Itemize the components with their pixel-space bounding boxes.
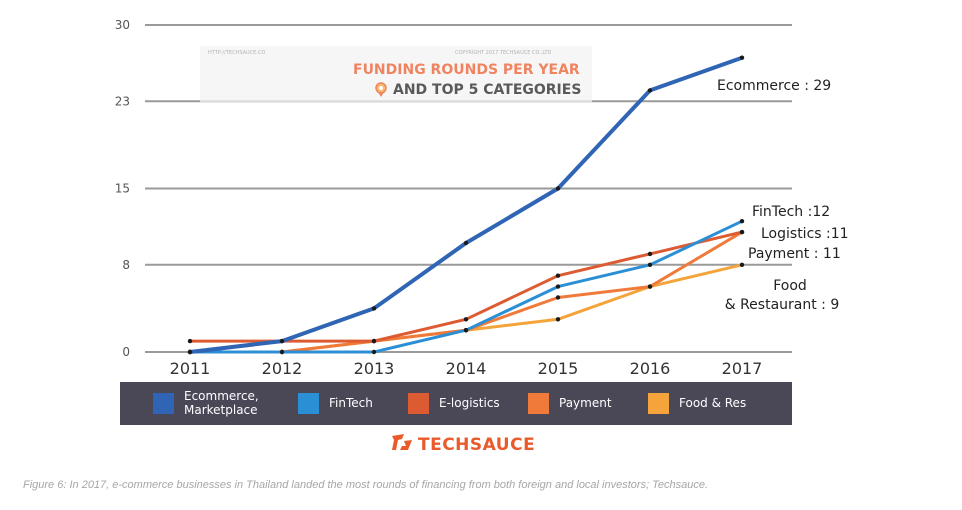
data-point (739, 229, 745, 235)
legend: Ecommerce, Marketplace FinTech E-logistics… (120, 382, 792, 425)
x-tick-label: 2017 (722, 359, 763, 378)
data-point (647, 251, 653, 257)
data-point (187, 338, 193, 344)
x-tick-label: 2012 (262, 359, 303, 378)
y-tick-label: 8 (122, 258, 130, 272)
annotation-line: FinTech :12 (752, 204, 830, 220)
data-point (463, 240, 469, 246)
series-line (188, 230, 744, 343)
data-point (739, 219, 745, 224)
chart-inset-title-box: HTTP://TECHSAUCE.CO COPYRIGHT 2017 TECHS… (200, 46, 592, 102)
data-point (555, 317, 561, 322)
data-point (279, 349, 285, 355)
location-pin-icon (374, 82, 388, 103)
line-chart: 0 8 15 23 30 2011 2012 2013 2014 2015 2016 2017 Ecom… (115, 18, 849, 378)
brand-name: TECHSAUCE (418, 434, 536, 455)
series-annotation: Food & Restaurant : 9 (725, 278, 840, 313)
inset-copyright-text: COPYRIGHT 2017 TECHSAUCE CO.,LTD (455, 50, 552, 56)
legend-label: FinTech (329, 395, 373, 410)
series-line (188, 263, 744, 354)
chart-title: FUNDING ROUNDS PER YEAR (353, 62, 580, 78)
data-point (555, 186, 561, 191)
figure-caption: Figure 6: In 2017, e-commerce businesses… (23, 479, 709, 491)
legend-label: Food & Res (679, 395, 747, 410)
data-point (187, 349, 193, 355)
data-point (279, 338, 285, 344)
data-point (463, 317, 469, 322)
series-line (188, 230, 744, 354)
legend-label: Payment (559, 395, 612, 410)
legend-item: Food & Res (648, 382, 746, 425)
annotation-line: & Restaurant : 9 (725, 297, 840, 313)
x-tick-label: 2014 (446, 359, 487, 378)
techsauce-logo-icon (390, 432, 414, 457)
legend-label: Ecommerce, Marketplace (184, 388, 259, 417)
legend-item: Payment (528, 382, 612, 425)
series-annotation: Logistics :11 (761, 226, 849, 242)
inset-url-text: HTTP://TECHSAUCE.CO (208, 50, 266, 56)
data-point (647, 284, 653, 289)
legend-item: Ecommerce, Marketplace (153, 382, 259, 425)
annotation-line: Food (773, 278, 807, 294)
series-annotation: Payment : 11 (748, 246, 841, 262)
legend-item: E-logistics (408, 382, 500, 425)
series-annotation: FinTech :12 (752, 204, 830, 220)
x-tick-label: 2016 (630, 359, 671, 378)
brand-logo: TECHSAUCE (390, 432, 535, 457)
annotation-line: Ecommerce : 29 (717, 78, 831, 94)
data-point (739, 55, 745, 60)
legend-swatch (298, 393, 319, 414)
data-point (647, 262, 653, 267)
x-tick-label: 2011 (170, 359, 211, 378)
data-point (555, 284, 561, 289)
legend-swatch (528, 393, 549, 414)
annotation-line: Payment : 11 (748, 246, 841, 262)
series-annotation: Ecommerce : 29 (717, 78, 831, 94)
annotation-line: Logistics :11 (761, 226, 849, 242)
legend-label: E-logistics (439, 395, 500, 410)
y-tick-label: 15 (115, 182, 130, 196)
legend-swatch (648, 393, 669, 414)
y-tick-label: 23 (115, 94, 130, 108)
legend-swatch (153, 393, 174, 414)
y-tick-label: 0 (122, 345, 130, 359)
legend-swatch (408, 393, 429, 414)
legend-item: FinTech (298, 382, 373, 425)
y-tick-label: 30 (115, 18, 130, 32)
chart-subtitle: AND TOP 5 CATEGORIES (393, 82, 582, 98)
data-point (371, 306, 377, 311)
data-point (739, 262, 745, 267)
data-point (555, 295, 561, 300)
x-tick-label: 2013 (354, 359, 395, 378)
data-point (647, 88, 653, 93)
data-point (463, 328, 469, 333)
data-point (371, 338, 377, 344)
x-tick-label: 2015 (538, 359, 579, 378)
data-point (371, 349, 377, 355)
data-point (555, 273, 561, 278)
